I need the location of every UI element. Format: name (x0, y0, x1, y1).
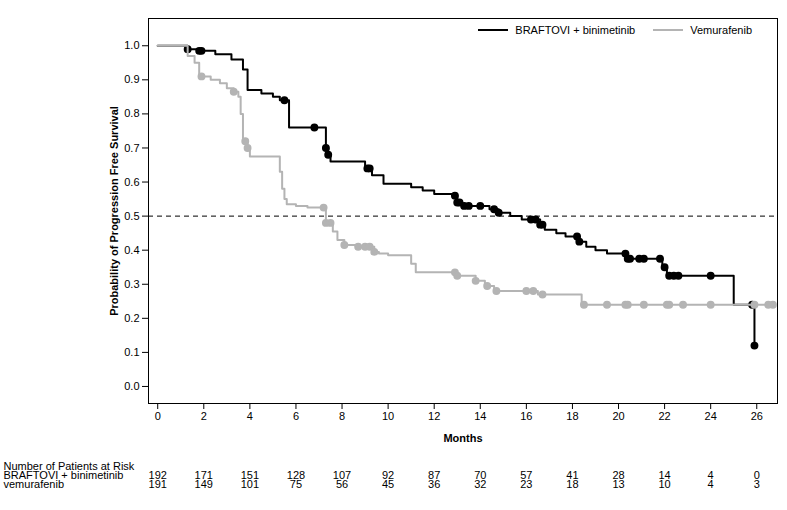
svg-text:0.5: 0.5 (124, 210, 139, 222)
svg-text:92: 92 (382, 469, 395, 481)
svg-text:10: 10 (382, 410, 394, 422)
svg-text:22: 22 (658, 410, 670, 422)
svg-text:0.7: 0.7 (124, 141, 139, 153)
svg-text:14: 14 (658, 469, 671, 481)
svg-text:20: 20 (612, 410, 624, 422)
svg-text:0.8: 0.8 (124, 107, 139, 119)
svg-text:171: 171 (194, 469, 213, 481)
svg-text:36: 36 (428, 478, 440, 490)
svg-text:18: 18 (566, 410, 578, 422)
svg-text:45: 45 (382, 478, 394, 490)
svg-text:70: 70 (474, 469, 487, 481)
svg-text:0: 0 (155, 410, 161, 422)
svg-text:87: 87 (428, 469, 441, 481)
svg-text:26: 26 (751, 410, 763, 422)
svg-text:BRAFTOVI + binimetinib: BRAFTOVI + binimetinib (3, 469, 124, 481)
svg-text:107: 107 (332, 469, 352, 481)
svg-text:149: 149 (195, 478, 213, 490)
svg-text:8: 8 (339, 410, 345, 422)
svg-text:Probability of Progression Fre: Probability of Progression Free Survival (108, 106, 120, 316)
svg-text:191: 191 (149, 478, 167, 490)
svg-text:0: 0 (753, 469, 760, 481)
svg-text:24: 24 (705, 410, 717, 422)
svg-text:Number of Patients at Risk: Number of Patients at Risk (3, 460, 135, 472)
svg-text:12: 12 (428, 410, 440, 422)
svg-text:151: 151 (240, 469, 260, 481)
svg-text:101: 101 (241, 478, 259, 490)
svg-text:14: 14 (474, 410, 486, 422)
svg-text:3: 3 (754, 478, 760, 490)
svg-text:2: 2 (201, 410, 207, 422)
svg-text:28: 28 (612, 469, 625, 481)
svg-text:0.2: 0.2 (124, 312, 139, 324)
svg-text:75: 75 (290, 478, 302, 490)
svg-text:0.4: 0.4 (124, 244, 139, 256)
svg-text:6: 6 (293, 410, 299, 422)
svg-text:4: 4 (708, 478, 714, 490)
html-text:BRAFTOVI + binimetinib: BRAFTOVI + binimetinib (515, 24, 636, 36)
svg-text:57: 57 (520, 469, 533, 481)
svg-text:4: 4 (247, 410, 253, 422)
svg-text:vemurafenib: vemurafenib (4, 478, 65, 490)
svg-text:4: 4 (707, 469, 714, 481)
svg-text:13: 13 (612, 478, 624, 490)
svg-text:0.6: 0.6 (124, 176, 139, 188)
svg-text:0.3: 0.3 (124, 278, 139, 290)
svg-text:16: 16 (520, 410, 532, 422)
svg-text:128: 128 (286, 469, 306, 481)
svg-text:23: 23 (520, 478, 532, 490)
svg-text:32: 32 (474, 478, 486, 490)
svg-text:0.0: 0.0 (124, 380, 139, 392)
svg-text:192: 192 (148, 469, 167, 481)
svg-text:1.0: 1.0 (124, 39, 139, 51)
svg-text:Months: Months (443, 432, 482, 444)
svg-text:10: 10 (658, 478, 670, 490)
svg-text:18: 18 (566, 478, 578, 490)
html-text:Vemurafenib: Vemurafenib (690, 24, 752, 36)
svg-text:41: 41 (566, 469, 579, 481)
svg-text:0.1: 0.1 (124, 346, 139, 358)
svg-text:0.9: 0.9 (124, 73, 139, 85)
svg-text:56: 56 (336, 478, 348, 490)
